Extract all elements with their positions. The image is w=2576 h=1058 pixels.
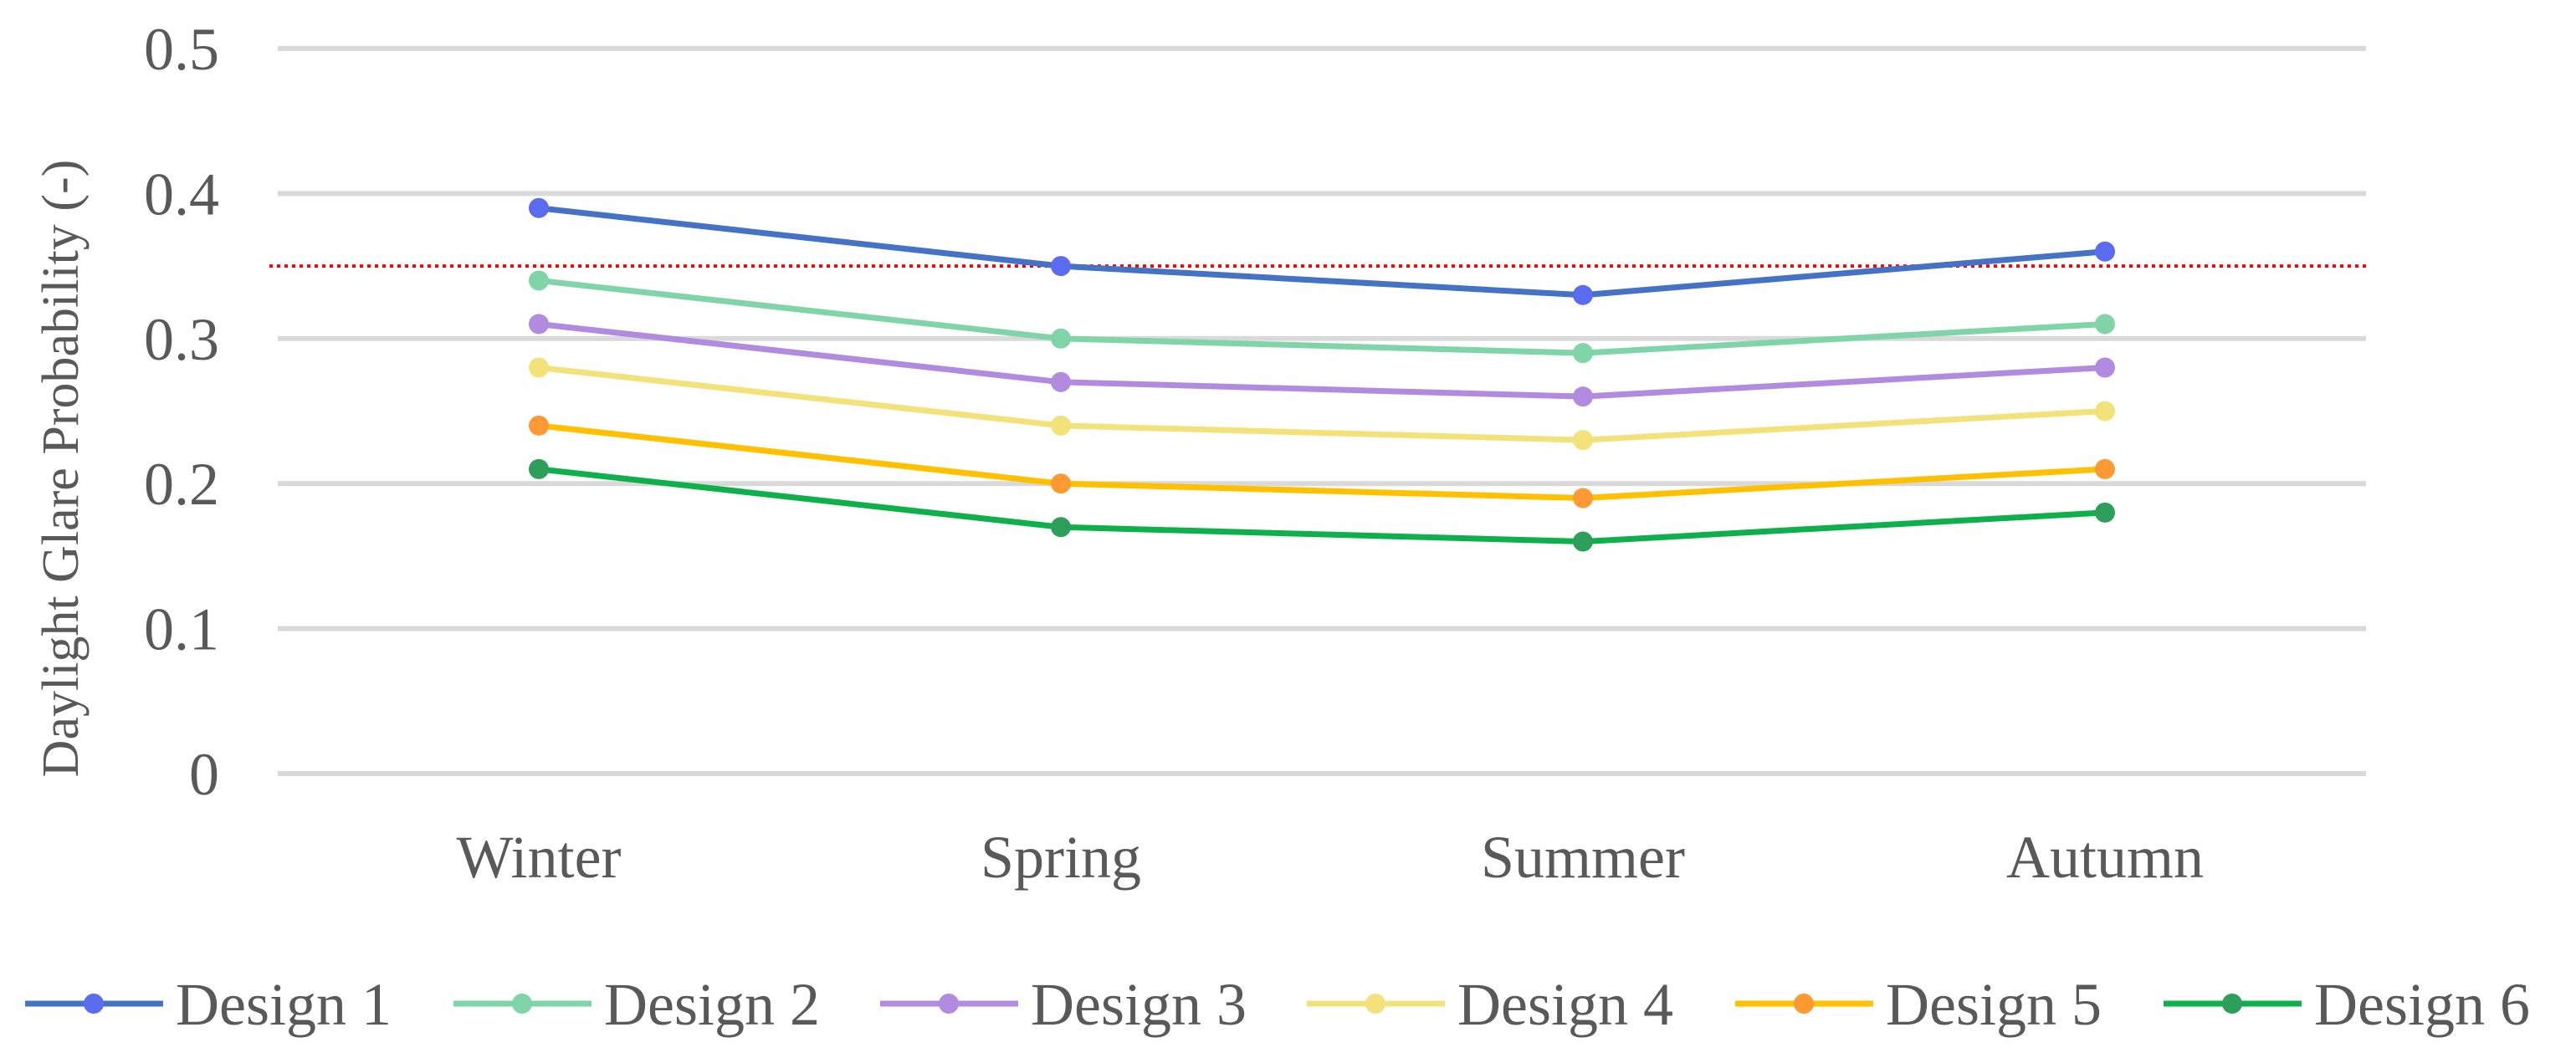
data-point (529, 270, 549, 291)
series-line-design-6 (538, 466, 2106, 545)
y-tick-label: 0 (189, 741, 219, 808)
data-point (1051, 371, 1071, 392)
legend-item-design-5: Design 5 (1735, 971, 2102, 1038)
data-point (1573, 488, 1593, 509)
legend-label: Design 4 (1457, 971, 1673, 1038)
legend-label: Design 5 (1886, 971, 2102, 1038)
y-tick-label: 0.2 (144, 451, 219, 518)
data-point (529, 314, 549, 335)
series-line-design-4 (538, 365, 2106, 443)
legend-swatch-marker (939, 994, 959, 1014)
data-point (2095, 401, 2115, 422)
x-category-label: Summer (1481, 824, 1685, 891)
legend-swatch-marker (2222, 994, 2242, 1014)
data-point (1051, 328, 1071, 349)
legend-item-design-4: Design 4 (1307, 971, 1673, 1038)
data-point (2095, 357, 2115, 378)
legend: Design 1 Design 2 Design 3 Design 4 Design 5… (25, 971, 2530, 1038)
x-category-label: Winter (456, 824, 621, 891)
series-line-design-2 (538, 277, 2106, 356)
y-tick-label: 0.1 (144, 596, 219, 663)
legend-item-design-1: Design 1 (25, 971, 392, 1038)
legend-label: Design 3 (1031, 971, 1247, 1038)
data-point (1573, 430, 1593, 451)
legend-swatch-marker (84, 994, 104, 1014)
data-point (1573, 343, 1593, 364)
series-lines (529, 197, 2115, 552)
data-point (2095, 458, 2115, 479)
y-tick-label: 0.4 (144, 161, 219, 227)
data-point (1573, 386, 1593, 407)
data-point (1051, 517, 1071, 538)
data-point (529, 415, 549, 436)
x-category-label: Spring (981, 824, 1141, 891)
series-line-design-5 (538, 422, 2106, 502)
legend-label: Design 2 (604, 971, 820, 1038)
data-point (2095, 502, 2115, 523)
series-line-design-3 (538, 320, 2106, 400)
legend-item-design-3: Design 3 (880, 971, 1247, 1038)
y-tick-label: 0.3 (144, 306, 219, 373)
gridlines (278, 46, 2366, 776)
series-line-design-1 (538, 205, 2106, 299)
data-point (1051, 256, 1071, 277)
legend-label: Design 6 (2314, 971, 2530, 1038)
data-point (1573, 284, 1593, 305)
legend-swatch-marker (512, 994, 532, 1014)
data-point (529, 197, 549, 218)
legend-swatch-marker (1365, 994, 1385, 1014)
data-point (2095, 241, 2115, 262)
legend-item-design-2: Design 2 (453, 971, 820, 1038)
data-point (529, 357, 549, 378)
y-tick-labels: 0 0.1 0.2 0.3 0.4 0.5 (144, 16, 219, 808)
data-point (529, 458, 549, 479)
legend-item-design-6: Design 6 (2164, 971, 2530, 1038)
x-category-labels: Winter Spring Summer Autumn (456, 824, 2204, 891)
data-point (2095, 314, 2115, 335)
legend-swatch-marker (1794, 994, 1814, 1014)
legend-label: Design 1 (176, 971, 392, 1038)
y-tick-label: 0.5 (144, 16, 219, 83)
x-category-label: Autumn (2006, 824, 2204, 891)
data-point (1051, 415, 1071, 436)
data-point (1051, 473, 1071, 494)
y-axis-title: Daylight Glare Probability (-) (33, 160, 90, 778)
data-point (1573, 531, 1593, 552)
